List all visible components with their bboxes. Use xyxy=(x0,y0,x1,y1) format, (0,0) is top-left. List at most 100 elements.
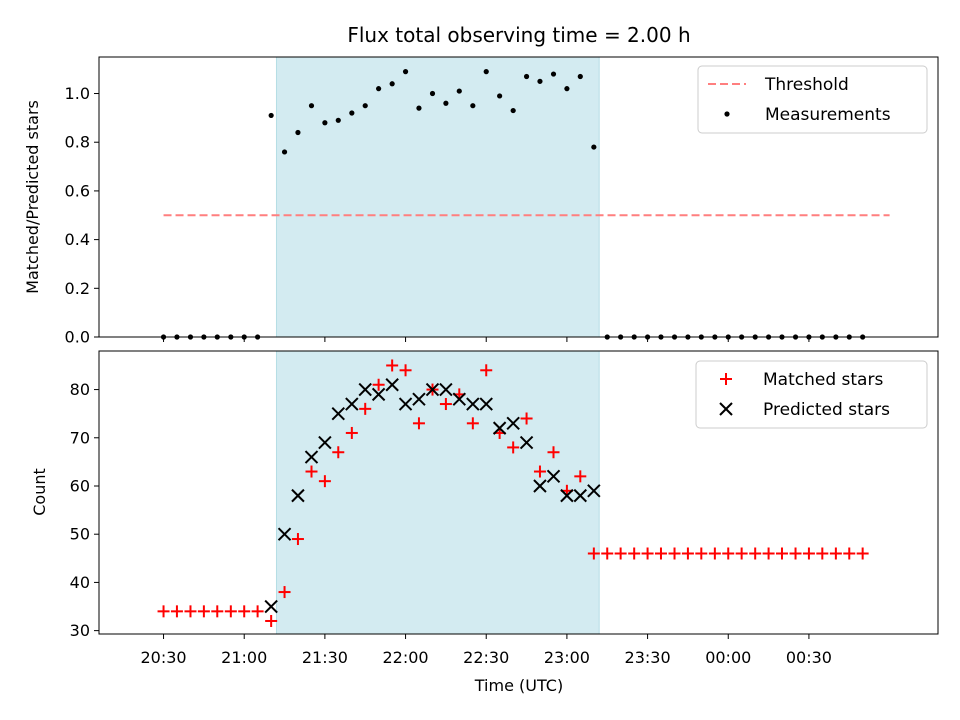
predicted-stars-points xyxy=(264,378,601,614)
matched-point-41 xyxy=(708,547,721,560)
x-tick-label-0: 20:30 xyxy=(140,648,186,667)
bottom-y-tick-label-3: 60 xyxy=(70,476,90,495)
predicted-point-19 xyxy=(519,435,534,450)
matched-point-8 xyxy=(265,614,278,627)
top-y-label: Matched/Predicted stars xyxy=(23,100,42,294)
predicted-point-4-b xyxy=(318,435,332,450)
matched-point-3 xyxy=(197,605,210,618)
matched-point-2 xyxy=(184,605,197,618)
top-y-tick-label-2: 0.4 xyxy=(65,230,90,249)
x-tick-label-7: 00:00 xyxy=(705,648,751,667)
measurement-point-28 xyxy=(537,78,543,84)
legend-matched-label: Matched stars xyxy=(763,370,883,390)
predicted-point-22-b xyxy=(560,488,574,503)
predicted-point-12 xyxy=(425,382,440,397)
matched-point-5 xyxy=(224,605,237,618)
matched-point-46 xyxy=(775,547,788,560)
x-tick-label-6: 23:30 xyxy=(625,648,671,667)
predicted-point-10-b xyxy=(398,397,413,411)
x-tick-label-5: 23:00 xyxy=(544,648,590,667)
matched-point-45 xyxy=(762,547,775,560)
matched-point-11 xyxy=(305,465,318,478)
matched-point-35 xyxy=(628,547,641,560)
predicted-point-6-b xyxy=(345,397,359,411)
matched-point-50 xyxy=(829,547,842,560)
predicted-point-20 xyxy=(533,479,547,493)
top-y-tick-label-4: 0.8 xyxy=(65,133,90,152)
predicted-point-13 xyxy=(439,382,453,397)
x-tick-label-8: 00:30 xyxy=(786,648,832,667)
matched-point-31 xyxy=(574,470,587,483)
measurement-point-10 xyxy=(295,129,301,136)
matched-point-43 xyxy=(735,547,748,560)
matched-point-27 xyxy=(520,412,533,425)
chart-title: Flux total observing time = 2.00 h xyxy=(347,23,690,47)
matched-point-49 xyxy=(816,547,829,560)
predicted-point-16-b xyxy=(479,397,493,411)
predicted-point-8 xyxy=(371,387,386,402)
predicted-point-23 xyxy=(573,488,588,503)
matched-point-42 xyxy=(722,547,735,560)
top-y-tick-label-5: 1.0 xyxy=(65,84,90,103)
bottom-y-tick-label-0: 30 xyxy=(70,621,90,640)
measurement-point-23 xyxy=(470,103,476,109)
predicted-point-14-b xyxy=(452,392,466,406)
predicted-point-3 xyxy=(304,450,319,464)
matched-point-1 xyxy=(170,605,183,618)
top-y-tick-label-1: 0.2 xyxy=(65,279,90,298)
predicted-point-10 xyxy=(398,397,413,411)
bottom-y-tick-label-1: 40 xyxy=(70,573,90,592)
bottom-y-tick-label-2: 50 xyxy=(70,525,90,544)
predicted-point-21-b xyxy=(546,469,561,484)
predicted-point-0-b xyxy=(264,599,278,614)
bottom-y-tick-label-5: 80 xyxy=(70,380,90,399)
measurement-point-32 xyxy=(591,144,597,150)
measurement-point-9 xyxy=(281,149,288,155)
top-y-tick-label-3: 0.6 xyxy=(65,181,90,200)
measurement-point-12 xyxy=(322,120,328,126)
measurement-point-26 xyxy=(510,107,516,114)
bottom-y-label: Count xyxy=(30,468,49,516)
predicted-point-2-b xyxy=(291,488,305,503)
measurement-point-22 xyxy=(456,88,462,94)
legend-predicted-swatch xyxy=(719,402,733,416)
matched-point-37 xyxy=(654,547,667,560)
matched-point-16 xyxy=(372,378,385,391)
measurement-point-8 xyxy=(268,112,274,119)
matched-point-23 xyxy=(466,417,479,430)
x-tick-label-1: 21:00 xyxy=(221,648,267,667)
predicted-point-15-b xyxy=(466,397,480,411)
measurement-point-31 xyxy=(577,73,583,80)
matched-point-17 xyxy=(386,359,399,372)
bottom-x-ticks: 20:30 21:00 21:30 22:00 22:30 23:00 23:30 00:00… xyxy=(140,634,832,667)
matched-point-21 xyxy=(439,398,452,411)
predicted-point-15 xyxy=(466,397,480,411)
bottom-y-ticks: 30 40 50 60 70 80 xyxy=(70,380,99,640)
matched-point-9 xyxy=(278,586,291,599)
predicted-point-3-b xyxy=(304,450,319,464)
top-legend-box xyxy=(697,65,928,134)
measurement-point-19 xyxy=(416,105,422,111)
measurement-point-13 xyxy=(335,117,341,123)
predicted-point-11 xyxy=(412,392,426,406)
measurement-point-29 xyxy=(550,71,557,77)
measurement-point-21 xyxy=(443,100,449,106)
matched-point-36 xyxy=(641,547,654,560)
measurement-point-20 xyxy=(429,90,436,97)
predicted-point-5 xyxy=(331,406,345,421)
predicted-point-23-b xyxy=(573,488,588,503)
legend-predicted-label: Predicted stars xyxy=(763,400,890,420)
matched-point-38 xyxy=(668,547,681,560)
matched-point-29 xyxy=(547,446,560,459)
matched-point-33 xyxy=(601,547,614,560)
matched-point-13 xyxy=(332,446,345,459)
predicted-point-7 xyxy=(358,382,372,397)
matched-point-4 xyxy=(211,605,224,618)
matched-point-44 xyxy=(749,547,762,560)
matched-point-19 xyxy=(412,417,425,430)
matched-point-52 xyxy=(856,547,869,560)
top-y-tick-label-0: 0.0 xyxy=(65,328,90,347)
matched-point-40 xyxy=(695,547,708,560)
matched-point-15 xyxy=(359,402,372,415)
